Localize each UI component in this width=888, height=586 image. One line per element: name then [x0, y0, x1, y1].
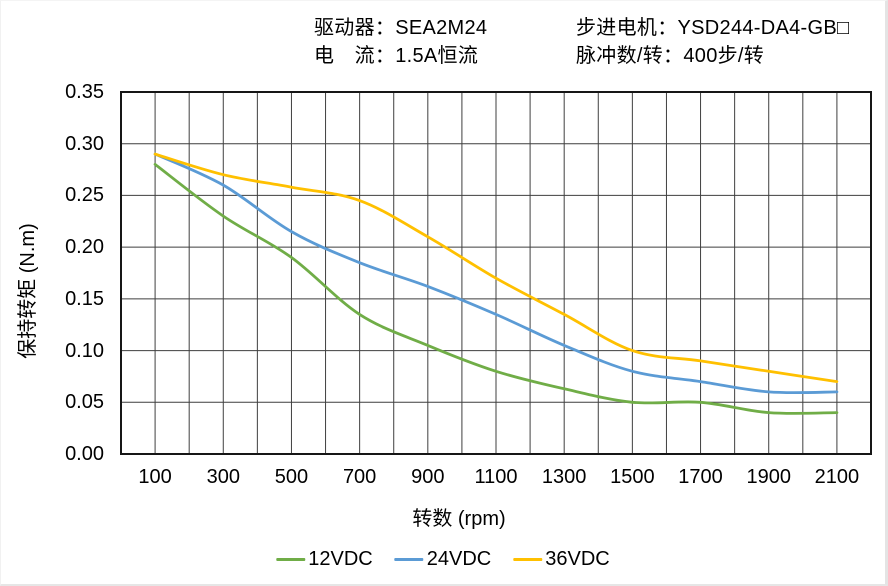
y-tick-label: 0.35 [65, 81, 104, 103]
y-tick-label: 0.00 [65, 443, 104, 465]
legend-item-24vdc: 24VDC [394, 547, 492, 571]
y-tick-label: 0.20 [65, 236, 104, 259]
legend-item-12vdc: 12VDC [276, 547, 373, 571]
header-driver-label: 驱动器：SEA2M24 [314, 17, 488, 39]
series-line-36vdc [153, 152, 839, 383]
y-tick-label: 0.10 [65, 339, 104, 362]
x-tick-label: 1300 [541, 466, 587, 488]
header-current-label: 电 流：1.5A恒流 [314, 45, 479, 67]
series-line-24vdc [153, 152, 839, 395]
y-tick-label: 0.05 [65, 391, 104, 414]
y-tick-label: 0.30 [65, 132, 104, 155]
x-tick-label: 1700 [678, 466, 723, 488]
x-tick-label: 300 [206, 466, 240, 488]
legend-label-24vdc: 24VDC [426, 548, 492, 570]
x-tick-label: 500 [274, 466, 309, 488]
y-tick-label: 0.25 [65, 184, 104, 207]
x-tick-label: 100 [138, 466, 172, 488]
grid-lines [120, 91, 872, 455]
legend-item-36vdc: 36VDC [513, 547, 610, 571]
plot-border [120, 91, 872, 455]
x-tick-label: 2100 [814, 466, 860, 488]
y-tick-label: 0.15 [65, 287, 104, 310]
x-axis-title: 转数 (rpm) [412, 508, 506, 530]
legend-line-swatch-24vdc [394, 557, 424, 561]
legend-label-36vdc: 36VDC [545, 548, 610, 570]
x-tick-label: 1500 [610, 466, 655, 488]
x-tick-label: 1900 [746, 466, 791, 488]
header-pulses-label: 脉冲数/转：400步/转 [576, 45, 765, 67]
x-tick-label: 700 [342, 466, 377, 488]
y-axis-title: 保持转矩 (N.m) [17, 223, 39, 359]
legend-line-swatch-36vdc [513, 557, 543, 561]
header-motor-label: 步进电机：YSD244-DA4-GB□ [576, 17, 850, 39]
x-tick-label: 900 [411, 466, 445, 488]
chart-legend: 12VDC 24VDC 36VDC [276, 547, 610, 571]
x-tick-label: 1100 [474, 466, 518, 488]
series-line-12vdc [153, 163, 839, 415]
legend-label-12vdc: 12VDC [308, 548, 373, 570]
legend-line-swatch-12vdc [276, 557, 306, 561]
